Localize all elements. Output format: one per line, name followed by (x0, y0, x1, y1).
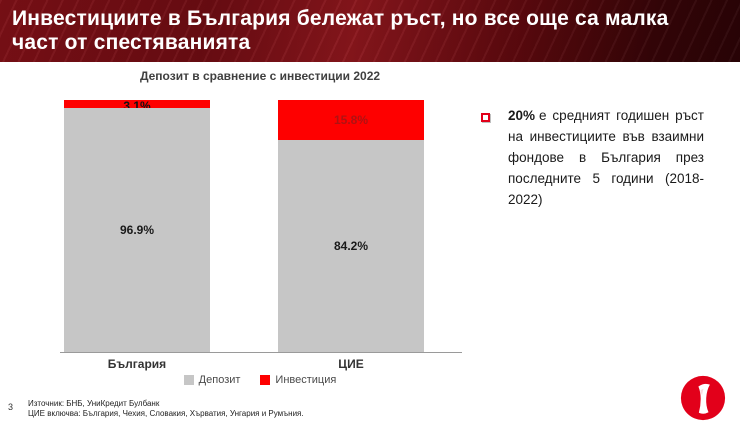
legend-label-deposit: Депозит (198, 374, 241, 386)
unicredit-logo-icon (680, 375, 726, 421)
category-label-bulgaria: България (107, 357, 167, 371)
footnote-cee-definition: ЦИЕ включва: България, Чехия, Словакия, … (28, 409, 304, 418)
slide-title-line-2: част от спестяванията (12, 31, 251, 54)
bullet-square-icon (481, 113, 490, 122)
bar-cee-deposit-segment: 84.2% (278, 139, 424, 352)
bar-cee-investment-segment: 15.8% (278, 100, 424, 140)
legend-label-investment: Инвестиция (275, 374, 337, 386)
x-axis-line (60, 352, 462, 353)
legend-swatch-investment (260, 375, 271, 385)
category-label-cee: ЦИЕ (338, 357, 364, 371)
legend-swatch-deposit (183, 375, 194, 385)
chart-title: Депозит в сравнение с инвестиции 2022 (139, 69, 381, 83)
bullet-text: 20% е средният годишен ръст на инвестиции… (508, 105, 704, 210)
legend-item-deposit: Депозит (183, 374, 241, 386)
bar-bulgaria: 3.1% 96.9% (64, 99, 210, 352)
page-number: 3 (8, 402, 14, 412)
bar-chart-plot-area: 3.1% 96.9% 15.8% 84.2% (62, 99, 462, 352)
bar-bulgaria-deposit-segment: 96.9% (64, 107, 210, 352)
legend-item-investment: Инвестиция (260, 374, 336, 386)
bar-bulgaria-investment-segment: 3.1% (64, 99, 210, 113)
value-label-cee-investment: 15.8% (333, 112, 369, 127)
chart-legend: Депозит Инвестиция (60, 374, 460, 386)
value-label-cee-deposit: 84.2% (333, 238, 369, 253)
bar-cee: 15.8% 84.2% (278, 100, 424, 352)
footnote-source: Източник: БНБ, УниКредит Булбанк (28, 399, 160, 408)
value-label-bulgaria-deposit: 96.9% (119, 222, 155, 237)
slide-title-line-1: Инвестициите в България бележат ръст, но… (12, 7, 669, 30)
bullet-lead-value: 20% (508, 108, 536, 123)
bullet-body: е средният годишен ръст на инвестициите … (508, 108, 704, 207)
slide-title-banner: Инвестициите в България бележат ръст, но… (0, 0, 740, 62)
